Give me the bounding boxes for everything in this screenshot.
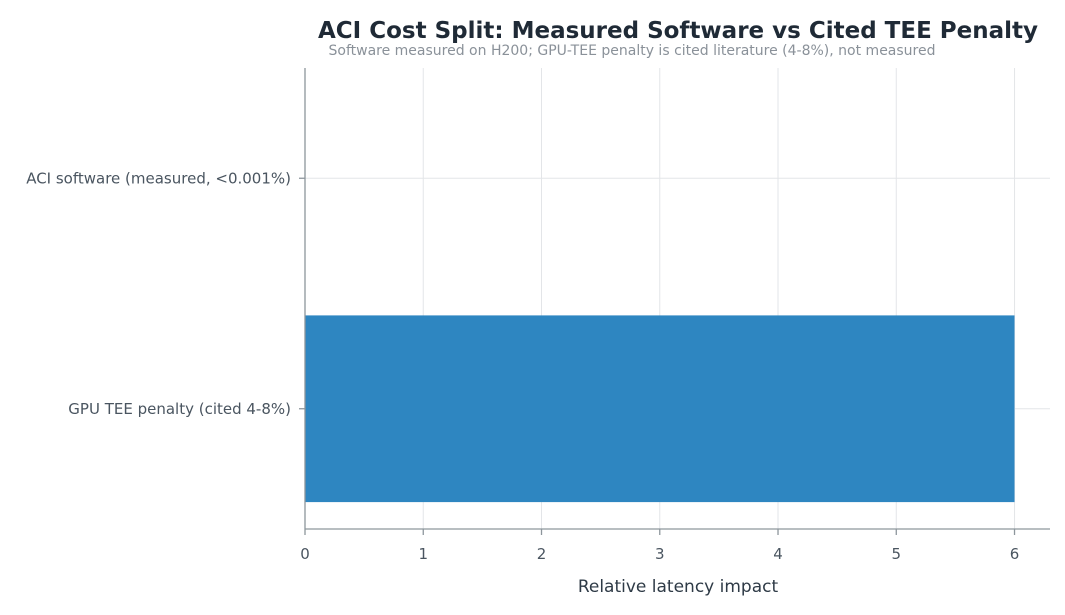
x-tick-label: 4: [773, 545, 783, 563]
chart-subtitle: Software measured on H200; GPU-TEE penal…: [329, 43, 936, 59]
x-tick-label: 5: [891, 545, 901, 563]
chart-title: ACI Cost Split: Measured Software vs Cit…: [318, 18, 1038, 44]
x-tick-label: 2: [537, 545, 547, 563]
x-axis-title: Relative latency impact: [578, 577, 779, 597]
y-tick-label: GPU TEE penalty (cited 4-8%): [68, 400, 291, 418]
y-tick-label: ACI software (measured, <0.001%): [26, 169, 291, 187]
bars: [305, 84, 1015, 503]
axes: 0 1 2 3 4 5 6 ACI software (measured, <0.001%) G…: [26, 68, 1050, 563]
bar: [305, 315, 1015, 503]
x-tick-label: 6: [1010, 545, 1020, 563]
x-tick-label: 0: [300, 545, 310, 563]
x-tick-label: 3: [655, 545, 665, 563]
x-tick-label: 1: [418, 545, 428, 563]
